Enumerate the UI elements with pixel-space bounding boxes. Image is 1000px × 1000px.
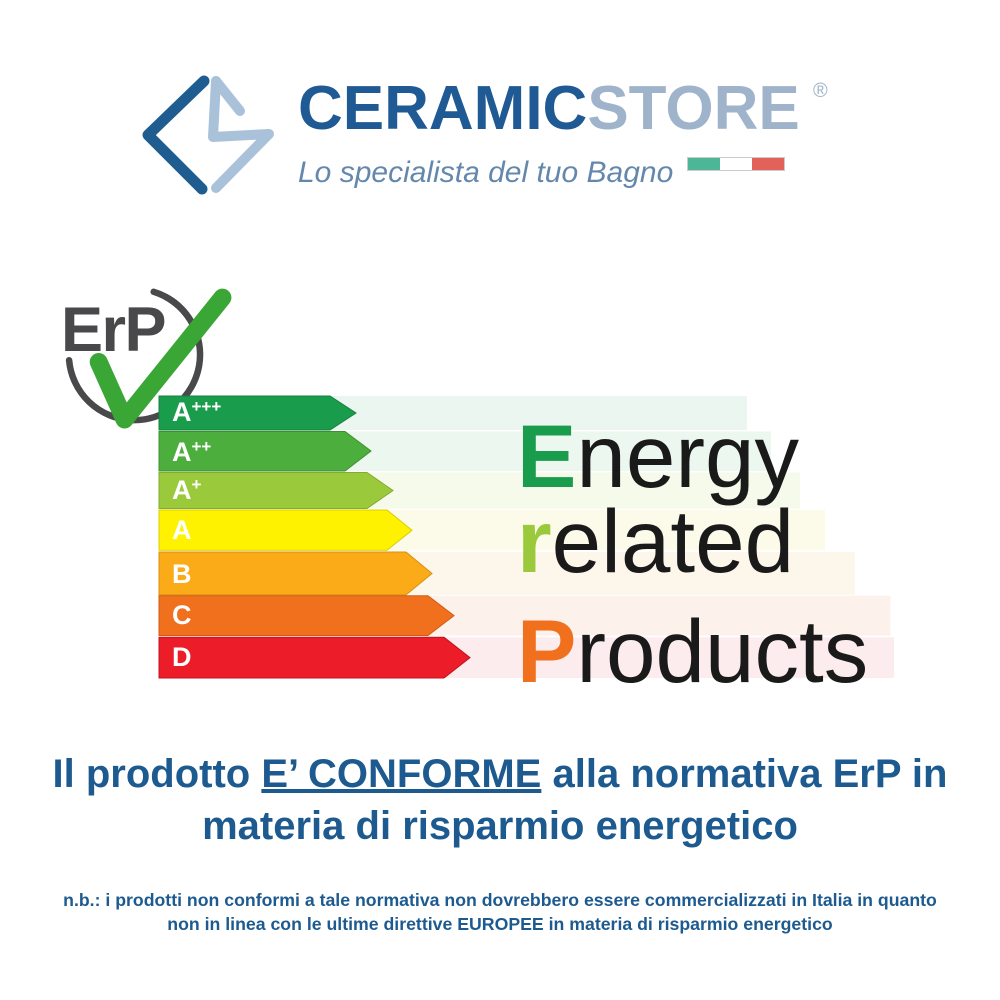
svg-text:Il prodotto E’ CONFORME alla n: Il prodotto E’ CONFORME alla normativa E… [53, 752, 948, 796]
svg-text:materia di risparmio energetic: materia di risparmio energetico [202, 804, 798, 848]
svg-text:n.b.: i prodotti non conformi: n.b.: i prodotti non conformi a tale nor… [63, 890, 937, 910]
svg-text:non in linea con le ultime dir: non in linea con le ultime direttive EUR… [167, 914, 833, 934]
